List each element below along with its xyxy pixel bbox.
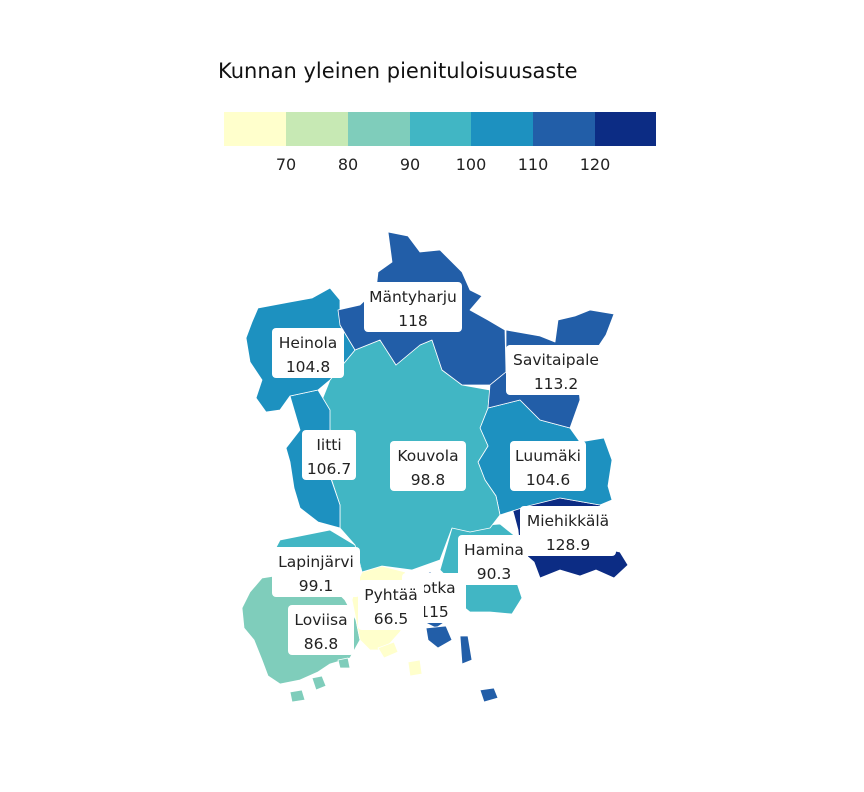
label-box bbox=[390, 441, 466, 491]
label-name: Savitaipale bbox=[513, 351, 599, 369]
label-luumaki: Luumäki 104.6 bbox=[510, 441, 586, 491]
label-value: 113.2 bbox=[534, 375, 578, 393]
label-savitaipale: Savitaipale 113.2 bbox=[506, 345, 606, 395]
label-mantyharju: Mäntyharju 118 bbox=[364, 282, 462, 332]
label-name: Lapinjärvi bbox=[278, 553, 354, 571]
label-value: 86.8 bbox=[304, 635, 339, 653]
region-loviisa-island bbox=[337, 657, 351, 669]
label-value: 66.5 bbox=[374, 610, 409, 628]
legend-swatch-1 bbox=[224, 112, 286, 146]
legend-swatch-7 bbox=[595, 112, 656, 146]
label-name: Hamina bbox=[464, 541, 524, 559]
region-kotka-island bbox=[479, 687, 499, 703]
label-box bbox=[520, 506, 616, 556]
legend-swatch-4 bbox=[410, 112, 471, 146]
label-name: Luumäki bbox=[515, 447, 581, 465]
region-loviisa-island bbox=[289, 689, 306, 703]
legend-swatch-2 bbox=[286, 112, 348, 146]
label-box bbox=[364, 282, 462, 332]
label-name: Loviisa bbox=[294, 611, 347, 629]
label-value: 128.9 bbox=[546, 536, 590, 554]
legend-swatch-3 bbox=[348, 112, 410, 146]
region-pyhtaa-island bbox=[407, 659, 423, 677]
label-kouvola: Kouvola 98.8 bbox=[390, 441, 466, 491]
label-name: Kouvola bbox=[397, 447, 458, 465]
region-pyhtaa-island bbox=[377, 641, 399, 659]
label-miehikkala: Miehikkälä 128.9 bbox=[520, 506, 616, 556]
label-box bbox=[272, 547, 360, 597]
label-value: 115 bbox=[419, 603, 449, 621]
label-box bbox=[506, 345, 606, 395]
label-heinola: Heinola 104.8 bbox=[272, 328, 344, 378]
label-hamina: Hamina 90.3 bbox=[458, 535, 528, 585]
label-name: Heinola bbox=[279, 334, 338, 352]
region-loviisa-island bbox=[311, 675, 327, 691]
label-value: 106.7 bbox=[307, 460, 351, 478]
label-lapinjarvi: Lapinjärvi 99.1 bbox=[272, 547, 360, 597]
legend-tick-70: 70 bbox=[276, 155, 296, 174]
label-value: 104.6 bbox=[526, 471, 570, 489]
label-pyhtaa: Pyhtää 66.5 bbox=[358, 580, 424, 630]
legend-colorbar bbox=[224, 112, 656, 146]
label-name: Mäntyharju bbox=[369, 288, 457, 306]
label-loviisa: Loviisa 86.8 bbox=[288, 605, 354, 655]
map-labels: Mäntyharju 118 Heinola 104.8 Savitaipale… bbox=[272, 282, 616, 655]
label-value: 118 bbox=[398, 312, 428, 330]
legend-swatch-6 bbox=[533, 112, 595, 146]
label-name: Iitti bbox=[316, 436, 341, 454]
legend-title: Kunnan yleinen pienituloisuusaste bbox=[218, 59, 578, 83]
region-kotka-island bbox=[459, 635, 473, 665]
label-box bbox=[458, 535, 528, 585]
legend-tick-120: 120 bbox=[580, 155, 611, 174]
label-iitti: Iitti 106.7 bbox=[302, 430, 356, 480]
label-value: 90.3 bbox=[477, 565, 512, 583]
label-box bbox=[272, 328, 344, 378]
label-name: Miehikkälä bbox=[527, 512, 609, 530]
label-value: 99.1 bbox=[299, 577, 334, 595]
label-box bbox=[288, 605, 354, 655]
legend-tick-90: 90 bbox=[400, 155, 420, 174]
label-box bbox=[510, 441, 586, 491]
label-box bbox=[358, 580, 424, 630]
legend-tick-110: 110 bbox=[518, 155, 549, 174]
legend-tick-100: 100 bbox=[456, 155, 487, 174]
region-kotka-island bbox=[425, 625, 453, 649]
label-box bbox=[302, 430, 356, 480]
label-value: 104.8 bbox=[286, 358, 330, 376]
legend-ticks: 70 80 90 100 110 120 bbox=[276, 155, 610, 174]
legend-swatch-5 bbox=[471, 112, 533, 146]
legend-tick-80: 80 bbox=[338, 155, 358, 174]
label-name: Pyhtää bbox=[364, 586, 417, 604]
label-value: 98.8 bbox=[411, 471, 446, 489]
